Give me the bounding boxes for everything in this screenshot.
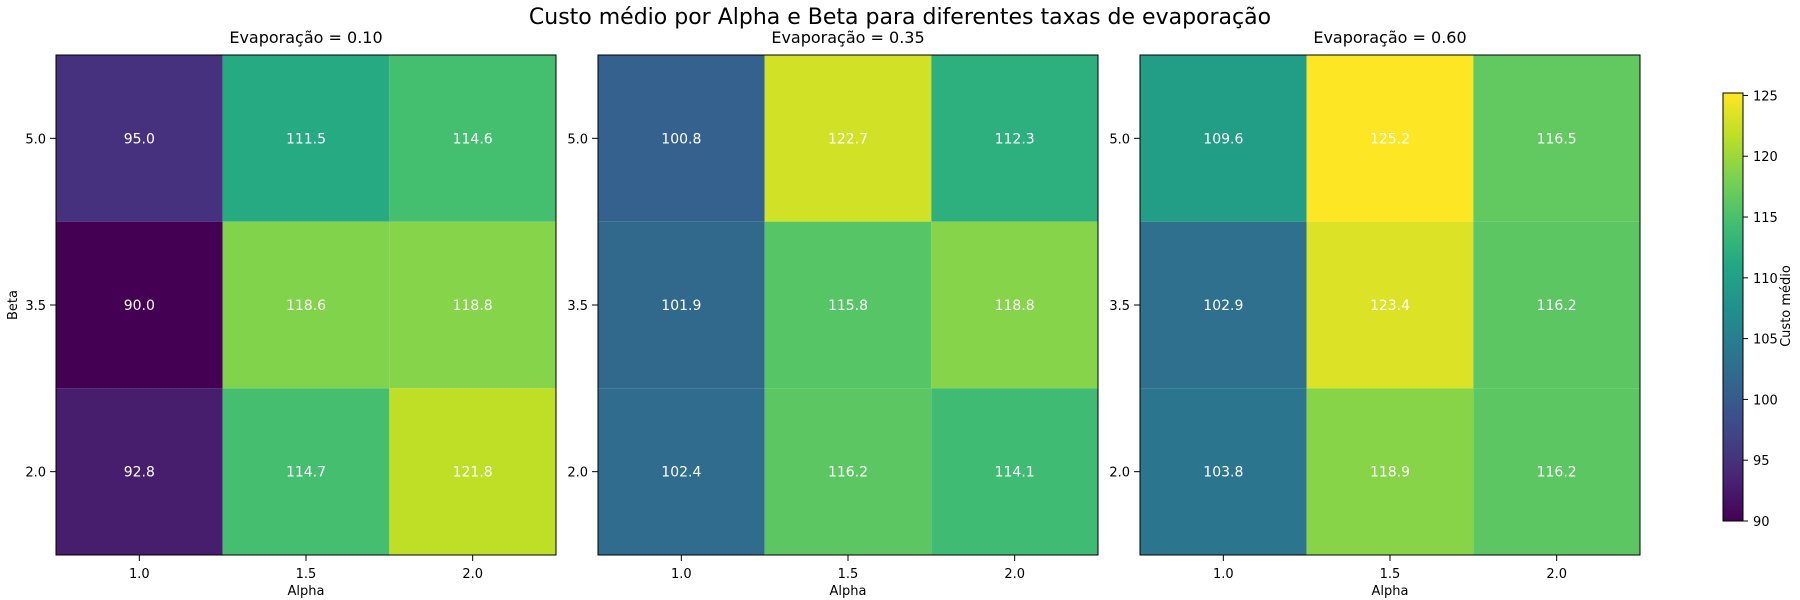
heatmap-cell-2-2-1 [598,221,765,389]
heatmap-title-2: Evaporação = 0.35 [771,28,924,47]
heatmap-panels: Evaporação = 0.10 95.0 111.5 114.6 90.0 118.6… [6,28,1641,599]
heatmap-cell-1-1-3 [389,55,556,222]
x-axis-label-2: Alpha [830,584,867,599]
heatmap-cell-1-1-2 [222,55,390,222]
x-tick-label-1-3: 2.0 [462,567,483,582]
cell-value-label-2-1-3: 112.3 [995,131,1035,147]
x-tick-label-2-3: 2.0 [1004,567,1025,582]
cell-value-label-3-3-3: 116.2 [1537,465,1577,481]
cell-value-label-1-2-3: 118.8 [453,298,493,314]
y-tick-label-1-3: 2.0 [25,466,46,481]
cell-value-label-3-2-3: 116.2 [1537,298,1577,314]
y-tick-label-3-2: 3.5 [1109,299,1130,314]
x-tick-label-3-1: 1.0 [1213,567,1234,582]
y-tick-label-3-3: 2.0 [1109,466,1130,481]
heatmap-cell-1-3-2 [222,388,390,555]
cell-value-label-1-3-1: 92.8 [124,465,155,481]
cell-value-label-2-2-2: 115.8 [828,298,868,314]
cell-value-label-3-2-2: 123.4 [1370,298,1410,314]
y-tick-label-1-2: 3.5 [25,299,46,314]
cell-value-label-1-1-3: 114.6 [453,131,493,147]
cell-value-label-1-3-2: 114.7 [286,465,326,481]
cell-value-label-3-1-1: 109.6 [1203,131,1243,147]
x-tick-label-1-2: 1.5 [296,567,317,582]
y-tick-label-2-2: 3.5 [567,299,588,314]
colorbar-tick-label-2: 95 [1753,454,1770,469]
cell-value-label-1-2-1: 90.0 [124,298,155,314]
heatmap-cell-3-1-2 [1306,55,1474,222]
cell-value-label-2-2-1: 101.9 [661,298,701,314]
cell-value-label-3-1-2: 125.2 [1370,131,1410,147]
heatmap-cell-2-1-2 [764,55,932,222]
heatmap-cell-1-2-3 [389,221,556,389]
cell-value-label-3-2-1: 102.9 [1203,298,1243,314]
cell-value-label-1-1-1: 95.0 [124,131,155,147]
heatmap-title-1: Evaporação = 0.10 [229,28,382,47]
cell-value-label-1-3-3: 121.8 [453,465,493,481]
cell-value-label-2-2-3: 118.8 [995,298,1035,314]
heatmap-cell-3-3-1 [1140,388,1307,555]
colorbar-label: Custo médio [1779,265,1794,347]
heatmap-cell-2-3-1 [598,388,765,555]
y-tick-label-3-1: 5.0 [1109,132,1130,147]
y-tick-label-2-3: 2.0 [567,466,588,481]
heatmap-cell-2-3-2 [764,388,932,555]
heatmap-cell-2-2-3 [931,221,1098,389]
heatmap-cell-3-1-1 [1140,55,1307,222]
heatmap-cell-3-2-2 [1306,221,1474,389]
x-tick-label-2-1: 1.0 [671,567,692,582]
cell-value-label-2-3-2: 116.2 [828,465,868,481]
cell-value-label-3-3-1: 103.8 [1203,465,1243,481]
heatmap-panel-2: Evaporação = 0.35 100.8 122.7 112.3 101.9 115… [567,28,1099,599]
heatmap-cell-2-1-3 [931,55,1098,222]
x-axis-label-1: Alpha [288,584,325,599]
cell-value-label-1-2-2: 118.6 [286,298,326,314]
colorbar-scale [1722,92,1744,522]
heatmap-cell-3-3-3 [1473,388,1640,555]
x-tick-label-3-2: 1.5 [1380,567,1401,582]
colorbar-tick-label-5: 110 [1753,272,1778,287]
colorbar-tick-label-4: 105 [1753,333,1778,348]
heatmap-cell-1-2-2 [222,221,390,389]
heatmap-cell-3-1-3 [1473,55,1640,222]
heatmap-panel-3: Evaporação = 0.60 109.6 125.2 116.5 102.9 123… [1109,28,1641,599]
x-tick-label-1-1: 1.0 [129,567,150,582]
colorbar-tick-label-8: 125 [1753,89,1778,104]
x-tick-label-3-3: 2.0 [1546,567,1567,582]
heatmap-cell-1-3-1 [56,388,223,555]
heatmap-cell-3-2-1 [1140,221,1307,389]
colorbar-tick-label-3: 100 [1753,393,1778,408]
heatmap-cell-3-2-3 [1473,221,1640,389]
heatmap-cell-3-3-2 [1306,388,1474,555]
colorbar-tick-label-6: 115 [1753,211,1778,226]
heatmap-cell-2-2-2 [764,221,932,389]
x-tick-label-2-2: 1.5 [838,567,859,582]
y-axis-label-1: Beta [6,290,21,320]
heatmap-cell-1-3-3 [389,388,556,555]
cell-value-label-3-3-2: 118.9 [1370,465,1410,481]
colorbar: 90 95 100 105 110 115 120 125 Custo médio [1722,89,1794,530]
x-axis-label-3: Alpha [1372,584,1409,599]
heatmap-cell-2-3-3 [931,388,1098,555]
y-tick-label-1-1: 5.0 [25,132,46,147]
heatmap-cell-1-2-1 [56,221,223,389]
heatmap-cell-1-1-1 [56,55,223,222]
cell-value-label-2-3-3: 114.1 [995,465,1035,481]
heatmap-panel-1: Evaporação = 0.10 95.0 111.5 114.6 90.0 118.6… [6,28,557,599]
cell-value-label-2-1-2: 122.7 [828,131,868,147]
figure-title: Custo médio por Alpha e Beta para difere… [529,5,1271,30]
y-tick-label-2-1: 5.0 [567,132,588,147]
heatmap-cell-2-1-1 [598,55,765,222]
cell-value-label-2-3-1: 102.4 [661,465,701,481]
colorbar-tick-label-1: 90 [1753,515,1770,530]
cell-value-label-3-1-3: 116.5 [1537,131,1577,147]
cell-value-label-1-1-2: 111.5 [286,131,326,147]
cell-value-label-2-1-1: 100.8 [661,131,701,147]
colorbar-tick-label-7: 120 [1753,150,1778,165]
heatmap-title-3: Evaporação = 0.60 [1313,28,1466,47]
